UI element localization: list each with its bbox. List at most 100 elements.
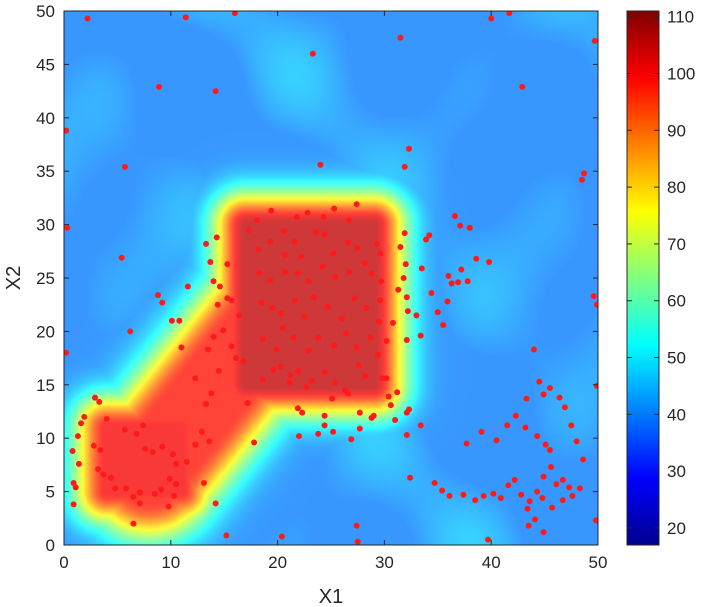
sample-point [573,438,580,445]
sample-point [404,308,411,315]
y-tick-label: 10 [36,429,55,448]
sample-point [345,239,352,246]
sample-point [542,441,549,448]
sample-point [308,377,315,384]
sample-point [224,261,231,268]
sample-point [569,492,576,499]
sample-point [367,334,374,341]
sample-point [291,238,298,245]
sample-point [96,398,103,405]
sample-point [505,482,512,489]
sample-point [304,209,311,216]
sample-point [320,214,327,221]
sample-point [383,338,390,345]
sample-point [417,332,424,339]
sample-point [434,309,441,316]
sample-point [216,283,223,290]
sample-point [512,412,519,419]
sample-point [97,446,104,453]
sample-point [356,409,363,416]
sample-point [387,402,394,409]
sample-point [173,460,180,467]
sample-point [69,448,76,455]
sample-point [228,297,235,304]
sample-point [231,11,238,17]
sample-point [353,344,360,351]
sample-point [103,415,110,422]
sample-point [210,333,217,340]
colorbar-tick-label: 20 [667,519,686,538]
sample-point [455,279,462,286]
sample-point [546,446,553,453]
colorbar-tick-label: 100 [667,64,695,83]
sample-point [315,334,322,341]
sample-point [356,425,363,432]
sample-point [397,34,404,41]
colorbar-tick-label: 110 [667,8,694,27]
sample-point [81,413,88,420]
sample-point [236,312,243,319]
y-tick-label: 40 [36,109,55,128]
sample-point [580,456,587,463]
y-tick-label: 0 [46,536,55,555]
sample-point [294,405,301,412]
sample-point [401,163,408,170]
sample-point [178,344,185,351]
sample-point [295,433,302,440]
sample-point [439,487,446,494]
sample-point [84,15,91,22]
sample-point [506,11,513,17]
sample-point [353,201,360,208]
sample-point [353,522,360,529]
sample-point [488,15,495,22]
heatmap-field [64,11,598,545]
sample-point [212,500,219,507]
sample-point [329,395,336,402]
sample-point [457,222,464,229]
sample-point [207,258,214,265]
sample-point [525,522,532,529]
sample-point [426,232,433,239]
x-tick-label: 10 [161,553,180,572]
sample-point [321,368,328,375]
sample-point [176,317,183,324]
sample-point [403,294,410,301]
sample-point [484,536,491,543]
sample-point [214,301,221,308]
sample-point [418,265,425,272]
sample-point [346,268,353,275]
sample-point [149,449,156,456]
sample-point [267,238,274,245]
sample-point [273,346,280,353]
x-axis-ticks: 0 10 20 30 40 50 [59,11,607,572]
sample-point [156,83,163,90]
sample-point [493,437,500,444]
sample-point [355,362,362,369]
colorbar-tick-label: 60 [667,292,686,311]
sample-point [173,481,180,488]
sample-point [151,490,158,497]
colorbar-tick-label: 80 [667,178,686,197]
sample-point [305,347,312,354]
sample-point [377,297,384,304]
sample-point [305,278,312,285]
sample-point [183,458,190,465]
sample-point [354,245,361,252]
sample-point [251,439,258,446]
sample-point [286,379,293,386]
sample-point [376,318,383,325]
sample-point [362,373,369,380]
sample-point [480,492,487,499]
sample-point [362,260,369,267]
sample-point [321,412,328,419]
sample-point [303,383,310,390]
sample-point [282,268,289,275]
sample-point [593,382,598,389]
sample-point [346,217,353,224]
x-tick-label: 40 [482,553,501,572]
sample-point [256,269,263,276]
sample-point [171,492,178,499]
sample-point [277,363,284,370]
sample-point [581,170,588,177]
sample-point [140,422,147,429]
